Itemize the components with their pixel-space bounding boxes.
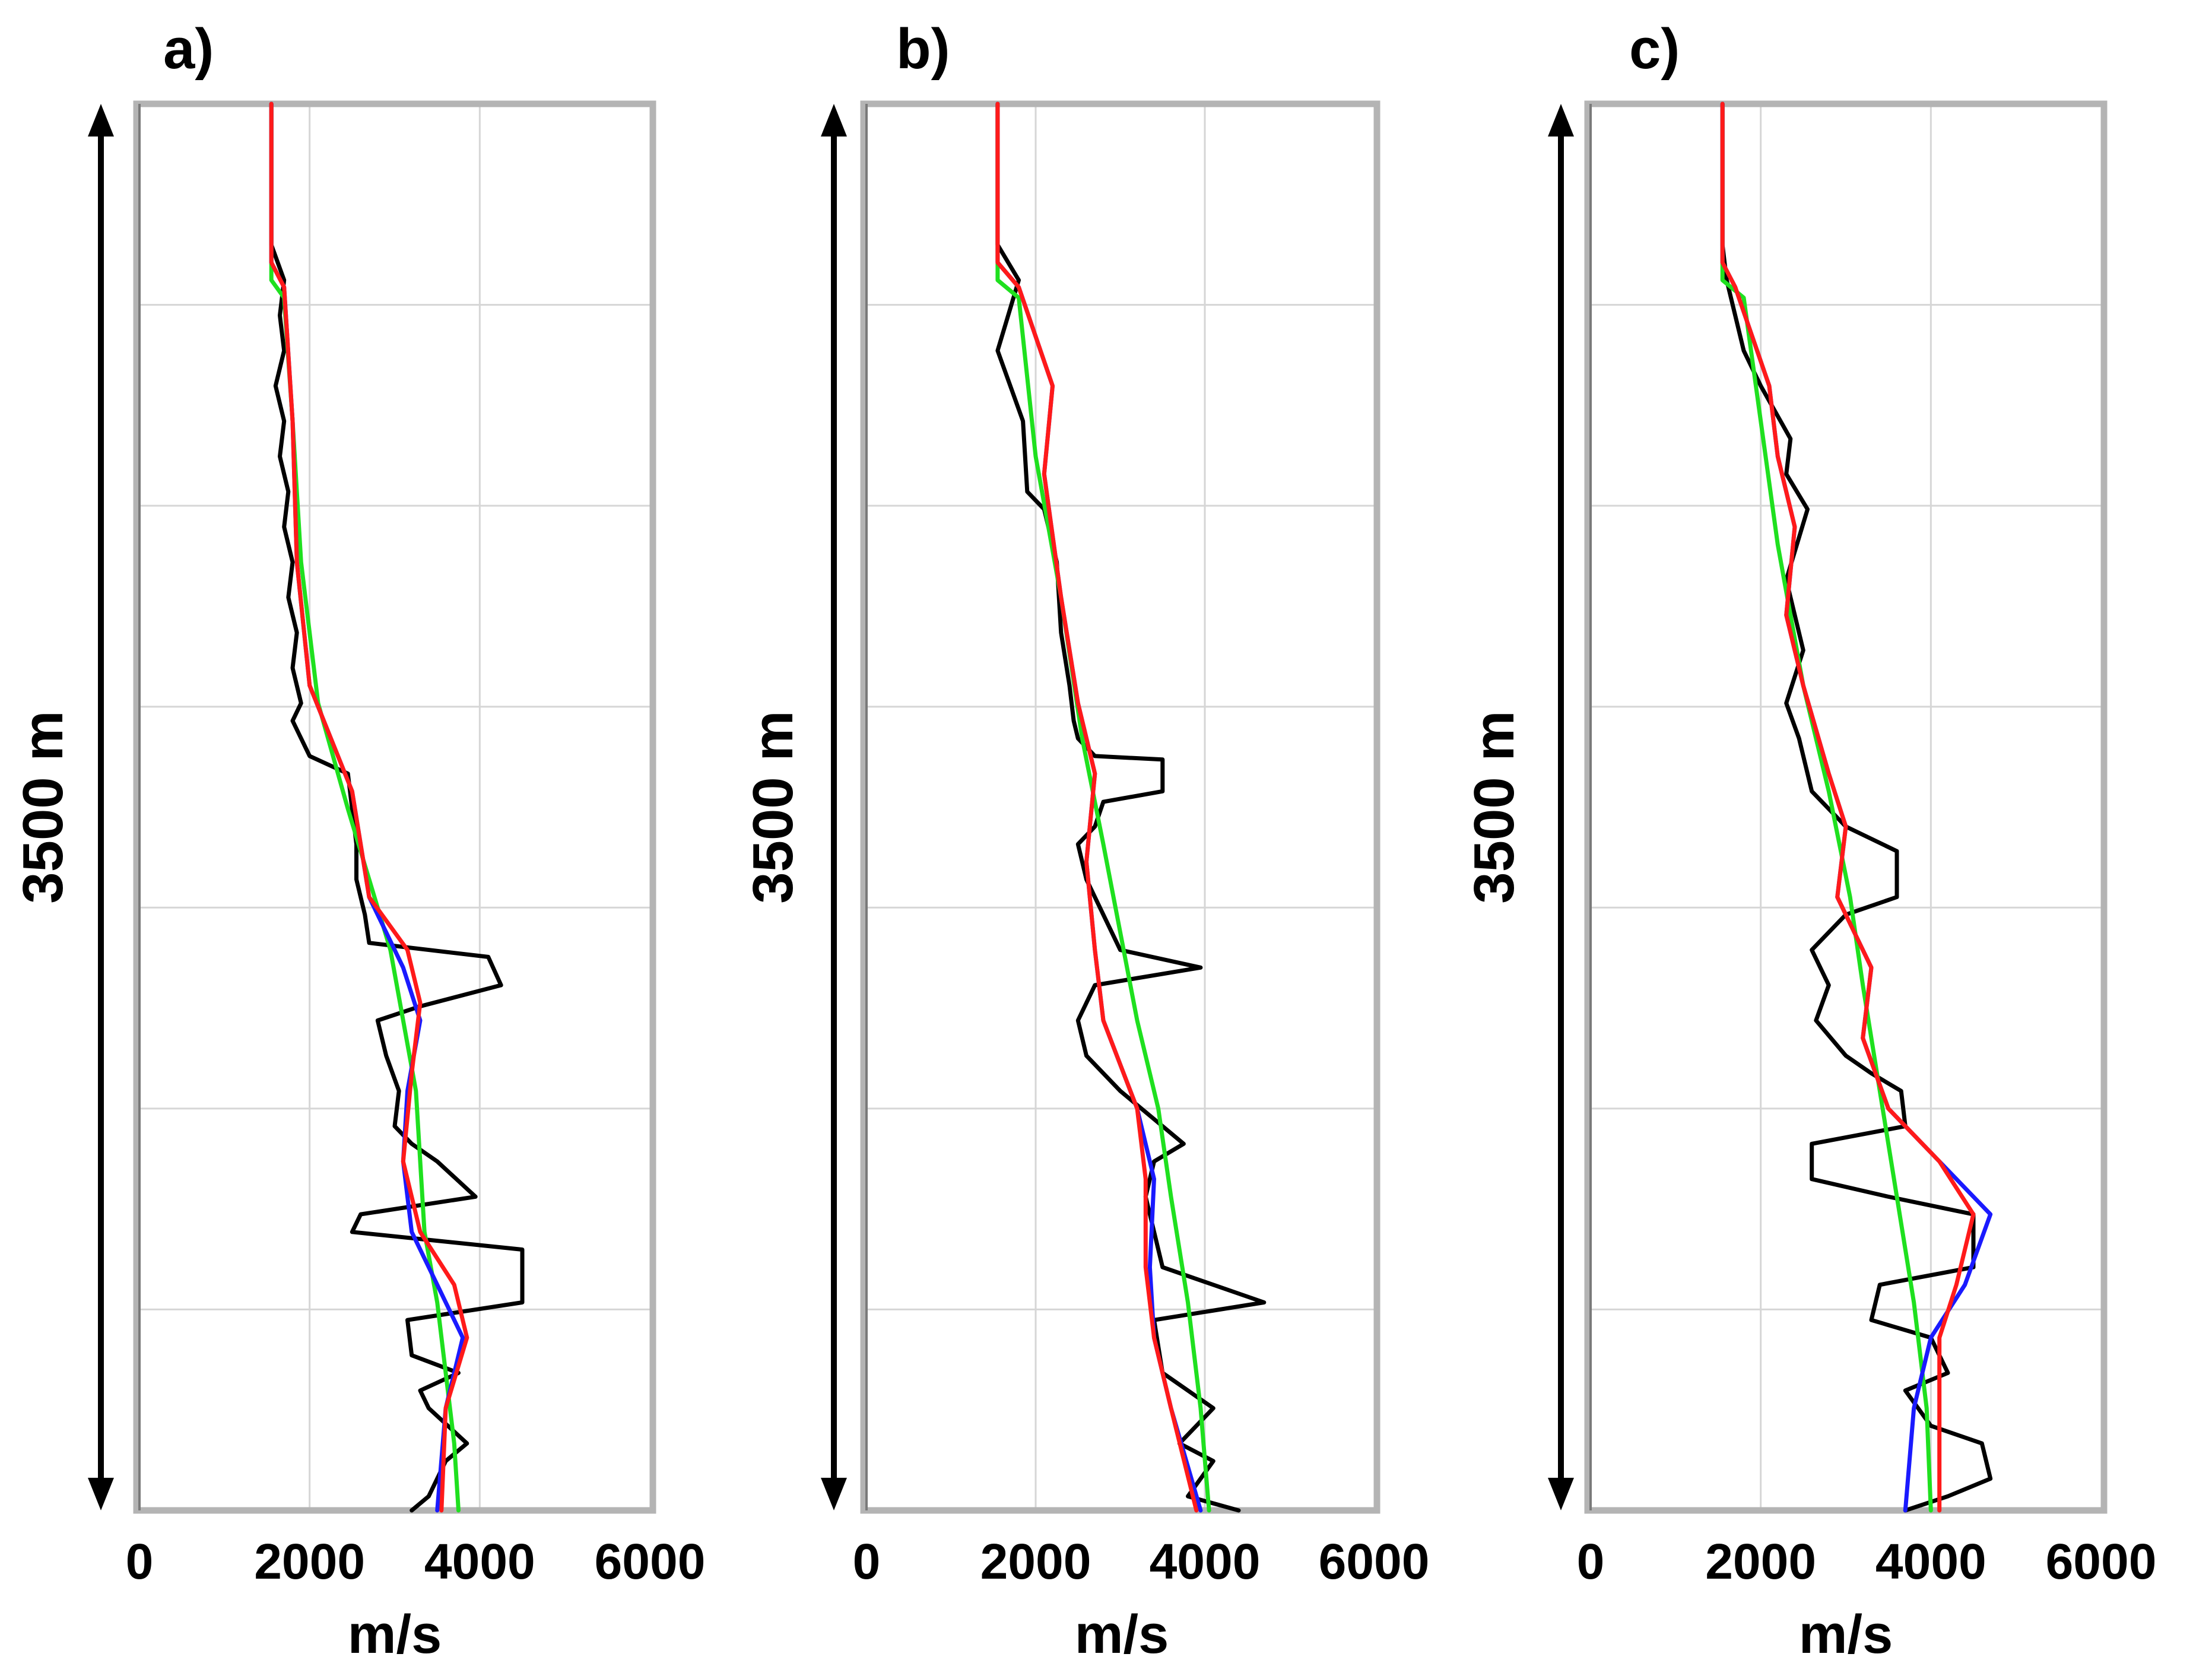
plot-frame (133, 100, 656, 1514)
x-tick-label: 4000 (424, 1534, 535, 1589)
x-tick-label: 6000 (1319, 1534, 1430, 1589)
x-axis-title: m/s (1075, 1604, 1169, 1665)
plot-frame (1584, 100, 2108, 1514)
series-line-inverted-red (1720, 101, 1976, 1513)
panel-letter: a) (163, 17, 214, 81)
depth-arrow-head-up (88, 104, 114, 137)
x-axis-title: m/s (1799, 1604, 1893, 1665)
depth-arrow-head-up (821, 104, 847, 137)
series-line-well-log (995, 101, 1267, 1513)
depth-axis-label: 3500 m (1462, 710, 1526, 904)
x-tick-label: 4000 (1150, 1534, 1261, 1589)
series-line-well-log (269, 101, 525, 1513)
depth-axis-label: 3500 m (11, 710, 75, 904)
chart-panel-b: b) 3500 m 0 2000 4000 6000 m/s (741, 17, 1429, 1665)
x-tick-label: 6000 (2046, 1534, 2157, 1589)
depth-arrow-head-down (88, 1478, 114, 1510)
series-line-initial-model (269, 101, 461, 1513)
x-axis-title: m/s (348, 1604, 442, 1665)
x-tick-label: 2000 (1705, 1534, 1816, 1589)
panel-letter: c) (1629, 17, 1680, 81)
x-tick-label: 2000 (980, 1534, 1091, 1589)
x-tick-label: 0 (853, 1534, 881, 1589)
series-line-well-log (1720, 101, 1993, 1513)
x-tick-label: 0 (1577, 1534, 1605, 1589)
series-line-initial-model (995, 101, 1211, 1513)
depth-arrow-head-down (821, 1478, 847, 1510)
depth-arrow-head-up (1548, 104, 1574, 137)
chart-panel-a: a) 3500 m 0 2000 4000 6000 m/s (11, 17, 705, 1665)
series-line-inverted-red (995, 101, 1199, 1513)
plot-frame (860, 100, 1380, 1514)
panel-letter: b) (896, 17, 950, 81)
chart-panel-c: c) 3500 m 0 2000 4000 6000 m/s (1462, 17, 2156, 1665)
series-line-inverted-blue (269, 101, 465, 1513)
depth-axis-label: 3500 m (741, 710, 805, 904)
depth-arrow-head-down (1548, 1478, 1574, 1510)
x-tick-label: 2000 (254, 1534, 365, 1589)
x-tick-label: 6000 (595, 1534, 706, 1589)
x-tick-label: 4000 (1875, 1534, 1986, 1589)
series-line-inverted-red (269, 101, 469, 1513)
x-tick-label: 0 (126, 1534, 154, 1589)
